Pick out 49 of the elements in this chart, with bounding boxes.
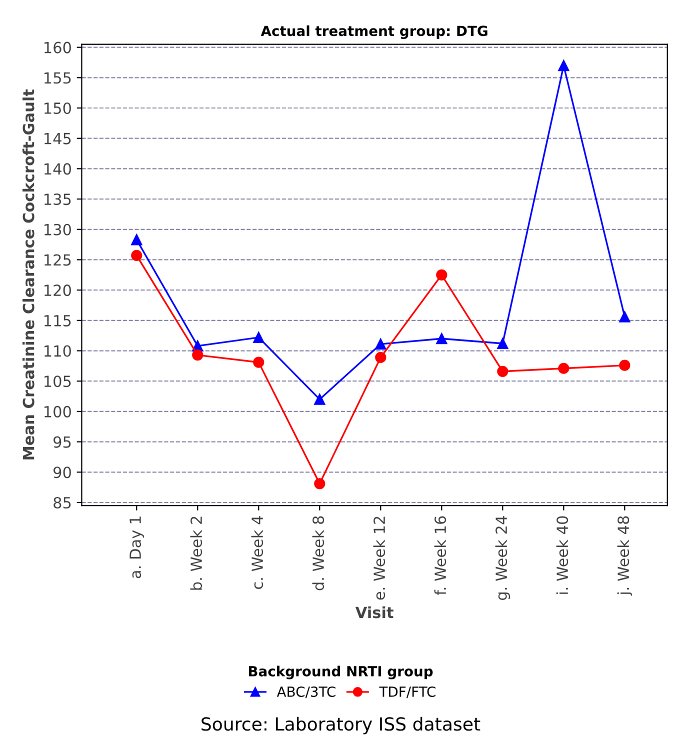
point <box>497 366 508 377</box>
point <box>558 362 570 374</box>
y-tick-label: 160 <box>44 42 71 54</box>
point <box>192 349 204 361</box>
point <box>253 356 264 368</box>
x-tick-label: f. Week 16 <box>434 516 446 596</box>
y-tick-label: 155 <box>44 72 71 84</box>
y-tick-label: 130 <box>44 224 71 236</box>
x-tick-label: c. Week 4 <box>251 516 264 589</box>
point <box>314 394 326 405</box>
y-tick-label: 90 <box>54 466 71 478</box>
y-tick-label: 125 <box>44 254 71 266</box>
point <box>375 352 386 363</box>
y-tick-label: 110 <box>44 345 71 357</box>
y-tick-label: 140 <box>44 163 71 175</box>
y-tick-label: 145 <box>44 133 71 144</box>
point <box>436 333 448 344</box>
y-tick-label: 115 <box>44 315 71 326</box>
point <box>314 478 326 490</box>
x-tick-label: d. Week 8 <box>312 516 324 590</box>
chart-title: Actual treatment group: DTG <box>260 25 488 39</box>
y-tick-label: 135 <box>44 194 71 206</box>
legend-label: TDF/FTC <box>379 686 436 698</box>
y-tick-label: 85 <box>54 496 71 509</box>
point <box>253 332 264 343</box>
x-tick-label: e. Week 12 <box>373 516 386 600</box>
x-tick-label: a. Day 1 <box>130 516 144 578</box>
y-tick-label: 95 <box>54 436 71 448</box>
y-axis-title: Mean Creatinine Clearance Cockcroft-Gault <box>22 89 34 460</box>
legend-title: Background NRTI group <box>248 666 433 680</box>
source-note: Source: Laboratory ISS dataset <box>202 716 480 734</box>
y-tick-label: 150 <box>44 102 71 114</box>
x-axis-title: Visit <box>355 606 394 618</box>
x-tick-label: i. Week 40 <box>556 516 568 594</box>
x-tick-label: g. Week 24 <box>495 516 510 600</box>
x-tick-label: j. Week 48 <box>617 516 632 596</box>
point <box>619 311 630 322</box>
x-tick-label: b. Week 2 <box>190 516 202 590</box>
point <box>558 60 570 72</box>
point <box>375 338 386 350</box>
y-tick-label: 120 <box>44 284 71 296</box>
point <box>131 250 142 262</box>
y-tick-label: 100 <box>44 406 71 418</box>
point <box>436 269 448 280</box>
legend-label: ABC/3TC <box>276 686 336 698</box>
y-tick-label: 105 <box>44 376 71 388</box>
point <box>131 234 142 246</box>
point <box>619 360 630 371</box>
point <box>497 338 508 350</box>
